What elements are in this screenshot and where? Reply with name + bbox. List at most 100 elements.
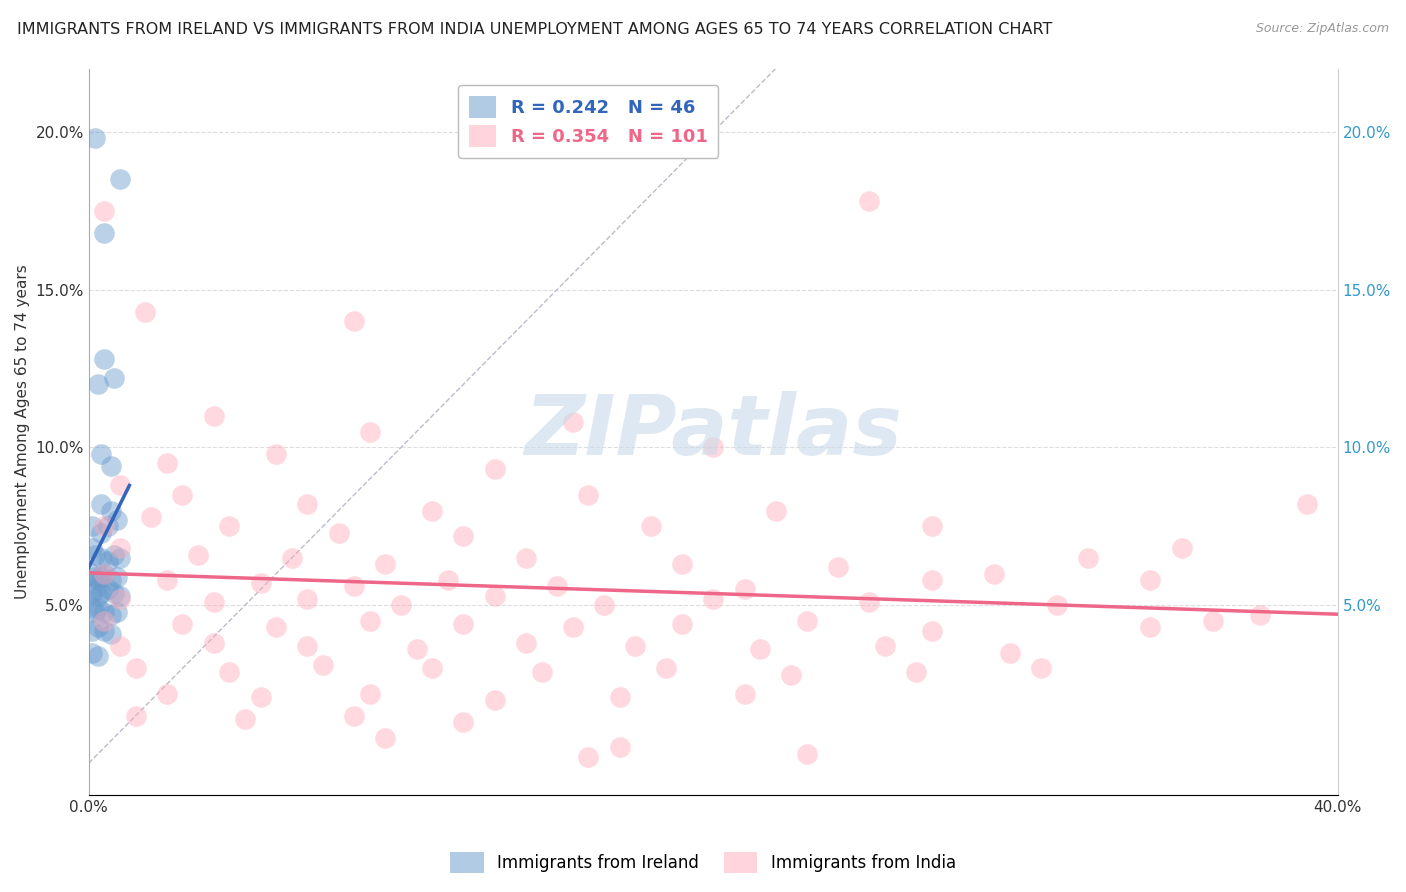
Point [873,640,896,654]
Point [93,614,115,628]
Point [100,626,122,640]
Point [655,661,678,675]
Point [105,570,128,584]
Point [90,497,112,511]
Point [103,548,125,562]
Point [1170,541,1192,556]
Point [105,605,128,619]
Point [1202,614,1225,628]
Point [156,456,179,470]
Point [515,550,537,565]
Legend: Immigrants from Ireland, Immigrants from India: Immigrants from Ireland, Immigrants from… [444,846,962,880]
Point [93,519,115,533]
Point [624,640,647,654]
Point [80,624,103,638]
Point [108,550,131,565]
Point [84,582,107,597]
Point [93,624,115,638]
Point [921,519,943,533]
Point [249,576,271,591]
Y-axis label: Unemployment Among Ages 65 to 74 years: Unemployment Among Ages 65 to 74 years [15,264,30,599]
Point [858,595,880,609]
Point [405,642,427,657]
Point [998,646,1021,660]
Point [1077,550,1099,565]
Point [96,554,118,568]
Point [1295,497,1317,511]
Point [702,591,724,606]
Point [328,525,350,540]
Point [93,566,115,581]
Point [80,519,103,533]
Point [218,519,240,533]
Point [827,560,849,574]
Point [374,558,396,572]
Point [172,488,194,502]
Point [1139,573,1161,587]
Point [84,605,107,619]
Point [343,708,366,723]
Point [218,665,240,679]
Point [87,601,110,615]
Point [202,409,225,423]
Point [264,447,287,461]
Point [389,599,412,613]
Point [108,541,131,556]
Point [343,314,366,328]
Point [420,503,443,517]
Point [108,478,131,492]
Point [359,687,381,701]
Point [420,661,443,675]
Point [312,658,335,673]
Point [202,595,225,609]
Point [233,712,256,726]
Point [1029,661,1052,675]
Point [921,573,943,587]
Point [84,131,107,145]
Point [343,579,366,593]
Point [108,591,131,606]
Point [96,519,118,533]
Point [1249,607,1271,622]
Point [671,617,693,632]
Point [921,624,943,638]
Point [1046,599,1069,613]
Point [453,617,475,632]
Point [93,203,115,218]
Point [100,503,122,517]
Point [108,172,131,186]
Point [983,566,1005,581]
Point [437,573,460,587]
Point [515,636,537,650]
Point [80,566,103,581]
Point [374,731,396,745]
Point [87,620,110,634]
Point [87,573,110,587]
Point [734,687,756,701]
Point [734,582,756,597]
Point [359,614,381,628]
Point [172,617,194,632]
Text: Source: ZipAtlas.com: Source: ZipAtlas.com [1256,22,1389,36]
Point [124,708,146,723]
Point [561,415,583,429]
Point [93,351,115,366]
Point [80,601,103,615]
Point [905,665,928,679]
Point [546,579,568,593]
Point [96,582,118,597]
Point [530,665,553,679]
Point [484,693,506,707]
Point [1139,620,1161,634]
Point [141,509,163,524]
Point [103,585,125,599]
Point [108,589,131,603]
Point [84,570,107,584]
Point [264,620,287,634]
Point [609,690,631,704]
Point [93,605,115,619]
Point [796,747,818,761]
Point [93,566,115,581]
Point [297,497,319,511]
Point [108,640,131,654]
